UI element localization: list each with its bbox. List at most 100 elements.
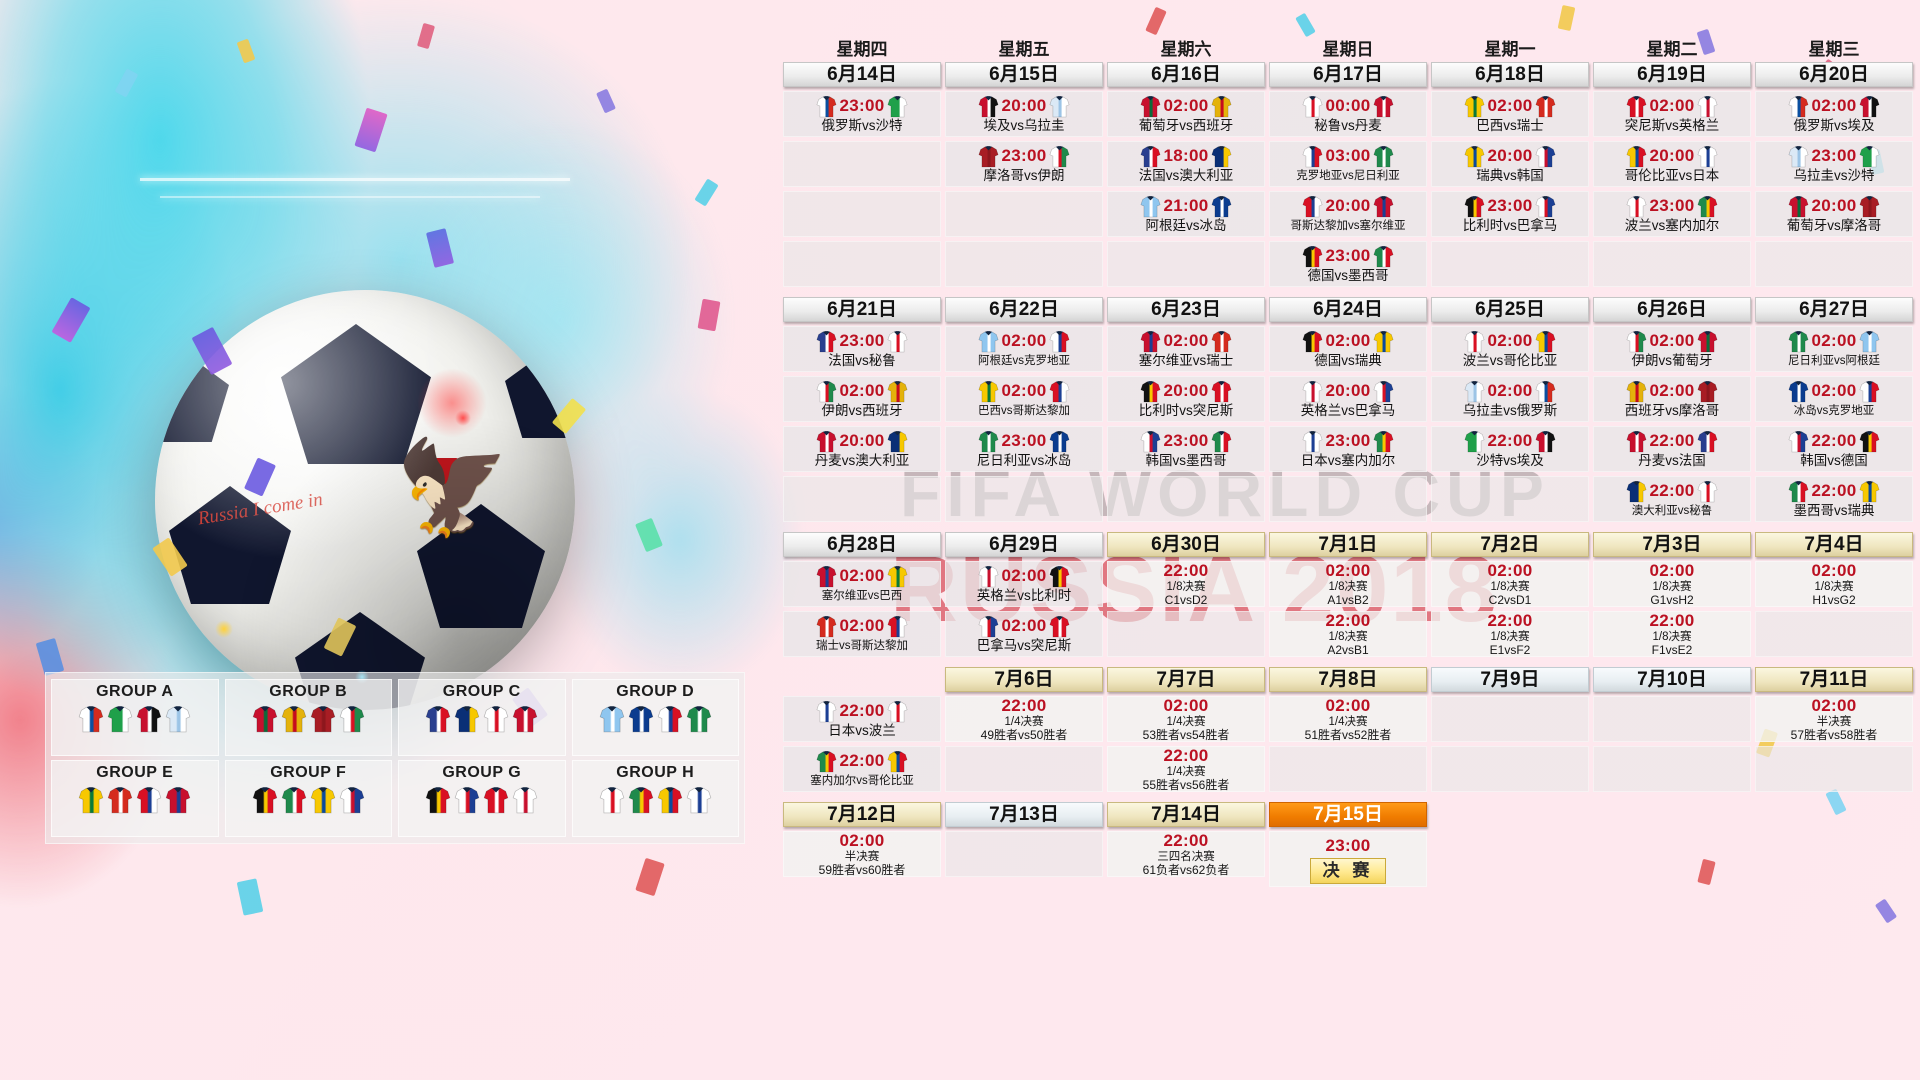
date-cell[interactable]: 6月30日	[1107, 532, 1265, 557]
date-cell[interactable]: 6月14日	[783, 62, 941, 87]
match-cell[interactable]: 22:00 日本vs波兰	[783, 696, 941, 742]
date-cell[interactable]: 6月15日	[945, 62, 1103, 87]
match-cell[interactable]: 22:00 墨西哥vs瑞典	[1755, 476, 1913, 522]
match-cell[interactable]: 20:00 埃及vs乌拉圭	[945, 91, 1103, 137]
match-cell[interactable]: 23:00 比利时vs巴拿马	[1431, 191, 1589, 237]
match-cell[interactable]: 02:00 巴西vs哥斯达黎加	[945, 376, 1103, 422]
match-cell[interactable]: 22:00 1/8决赛 F1vsE2	[1593, 611, 1751, 657]
match-cell[interactable]: 22:00 韩国vs德国	[1755, 426, 1913, 472]
date-cell[interactable]: 6月27日	[1755, 297, 1913, 322]
match-cell[interactable]: 02:00 1/8决赛 H1vsG2	[1755, 561, 1913, 607]
match-time: 02:00	[1487, 331, 1533, 350]
date-cell[interactable]: 7月10日	[1593, 667, 1751, 692]
match-cell[interactable]: 20:00 葡萄牙vs摩洛哥	[1755, 191, 1913, 237]
date-cell[interactable]: 6月19日	[1593, 62, 1751, 87]
date-cell[interactable]: 6月26日	[1593, 297, 1751, 322]
match-cell[interactable]: 22:00 澳大利亚vs秘鲁	[1593, 476, 1751, 522]
match-cell[interactable]: 22:00 塞内加尔vs哥伦比亚	[783, 746, 941, 792]
match-cell[interactable]: 21:00 阿根廷vs冰岛	[1107, 191, 1265, 237]
match-cell[interactable]: 02:00 1/4决赛 51胜者vs52胜者	[1269, 696, 1427, 742]
match-cell[interactable]: 23:00 尼日利亚vs冰岛	[945, 426, 1103, 472]
match-cell[interactable]: 20:00 英格兰vs巴拿马	[1269, 376, 1427, 422]
date-cell[interactable]: 7月4日	[1755, 532, 1913, 557]
date-cell[interactable]: 7月8日	[1269, 667, 1427, 692]
match-cell[interactable]: 02:00 1/8决赛 A1vsB2	[1269, 561, 1427, 607]
match-cell[interactable]: 23:00 韩国vs墨西哥	[1107, 426, 1265, 472]
date-cell[interactable]: 6月22日	[945, 297, 1103, 322]
match-cell[interactable]: 23:00 俄罗斯vs沙特	[783, 91, 941, 137]
match-cell[interactable]: 02:00 冰岛vs克罗地亚	[1755, 376, 1913, 422]
match-cell[interactable]: 23:00 德国vs墨西哥	[1269, 241, 1427, 287]
date-cell[interactable]: 6月25日	[1431, 297, 1589, 322]
match-cell[interactable]: 20:00 哥斯达黎加vs塞尔维亚	[1269, 191, 1427, 237]
match-cell[interactable]: 02:00 突尼斯vs英格兰	[1593, 91, 1751, 137]
match-cell[interactable]: 02:00 西班牙vs摩洛哥	[1593, 376, 1751, 422]
date-cell[interactable]: 7月12日	[783, 802, 941, 827]
match-cell[interactable]: 23:00 法国vs秘鲁	[783, 326, 941, 372]
date-cell[interactable]: 7月6日	[945, 667, 1103, 692]
match-cell[interactable]: 22:00 三四名决赛 61负者vs62负者	[1107, 831, 1265, 877]
match-cell[interactable]: 00:00 秘鲁vs丹麦	[1269, 91, 1427, 137]
match-cell[interactable]: 22:00 沙特vs埃及	[1431, 426, 1589, 472]
match-cell[interactable]: 23:00 决 赛	[1269, 831, 1427, 887]
date-cell[interactable]: 7月13日	[945, 802, 1103, 827]
match-cell[interactable]: 22:00 1/4决赛 49胜者vs50胜者	[945, 696, 1103, 742]
date-cell[interactable]: 7月14日	[1107, 802, 1265, 827]
date-cell[interactable]: 7月15日	[1269, 802, 1427, 827]
match-cell[interactable]: 22:00 1/8决赛 A2vsB1	[1269, 611, 1427, 657]
date-cell[interactable]: 6月28日	[783, 532, 941, 557]
match-cell[interactable]: 22:00 1/8决赛 C1vsD2	[1107, 561, 1265, 607]
match-cell[interactable]: 02:00 塞尔维亚vs巴西	[783, 561, 941, 607]
date-cell[interactable]: 6月21日	[783, 297, 941, 322]
match-cell[interactable]: 20:00 哥伦比亚vs日本	[1593, 141, 1751, 187]
match-cell[interactable]: 02:00 巴西vs瑞士	[1431, 91, 1589, 137]
match-teams: 墨西哥vs瑞典	[1793, 503, 1875, 518]
match-cell[interactable]: 02:00 乌拉圭vs俄罗斯	[1431, 376, 1589, 422]
match-cell[interactable]: 22:00 1/4决赛 55胜者vs56胜者	[1107, 746, 1265, 792]
match-cell[interactable]: 02:00 伊朗vs西班牙	[783, 376, 941, 422]
match-time: 02:00	[1811, 331, 1857, 350]
match-cell[interactable]: 22:00 丹麦vs法国	[1593, 426, 1751, 472]
match-cell[interactable]: 02:00 波兰vs哥伦比亚	[1431, 326, 1589, 372]
match-cell[interactable]: 23:00 波兰vs塞内加尔	[1593, 191, 1751, 237]
date-cell[interactable]: 6月20日	[1755, 62, 1913, 87]
match-cell[interactable]: 23:00 乌拉圭vs沙特	[1755, 141, 1913, 187]
match-cell[interactable]: 02:00 阿根廷vs克罗地亚	[945, 326, 1103, 372]
date-cell[interactable]: 6月24日	[1269, 297, 1427, 322]
match-cell[interactable]: 02:00 巴拿马vs突尼斯	[945, 611, 1103, 657]
match-cell[interactable]: 23:00 摩洛哥vs伊朗	[945, 141, 1103, 187]
date-cell[interactable]: 7月2日	[1431, 532, 1589, 557]
match-cell[interactable]: 20:00 比利时vs突尼斯	[1107, 376, 1265, 422]
match-cell[interactable]: 02:00 英格兰vs比利时	[945, 561, 1103, 607]
match-cell[interactable]: 02:00 1/8决赛 C2vsD1	[1431, 561, 1589, 607]
home-kit-icon	[1140, 330, 1161, 353]
match-cell[interactable]: 02:00 半决赛 57胜者vs58胜者	[1755, 696, 1913, 742]
home-kit-icon	[1626, 330, 1647, 353]
date-cell[interactable]: 6月29日	[945, 532, 1103, 557]
match-cell[interactable]: 02:00 1/8决赛 G1vsH2	[1593, 561, 1751, 607]
match-cell[interactable]: 02:00 俄罗斯vs埃及	[1755, 91, 1913, 137]
match-cell[interactable]: 02:00 半决赛 59胜者vs60胜者	[783, 831, 941, 877]
match-cell[interactable]: 22:00 1/8决赛 E1vsF2	[1431, 611, 1589, 657]
match-cell[interactable]: 23:00 日本vs塞内加尔	[1269, 426, 1427, 472]
date-cell[interactable]: 7月7日	[1107, 667, 1265, 692]
match-cell[interactable]: 02:00 德国vs瑞典	[1269, 326, 1427, 372]
match-cell[interactable]: 02:00 塞尔维亚vs瑞士	[1107, 326, 1265, 372]
date-cell[interactable]: 7月9日	[1431, 667, 1589, 692]
date-cell[interactable]: 7月1日	[1269, 532, 1427, 557]
date-cell[interactable]: 6月16日	[1107, 62, 1265, 87]
date-cell[interactable]: 6月17日	[1269, 62, 1427, 87]
match-cell[interactable]: 02:00 1/4决赛 53胜者vs54胜者	[1107, 696, 1265, 742]
match-cell[interactable]: 18:00 法国vs澳大利亚	[1107, 141, 1265, 187]
match-cell[interactable]: 02:00 尼日利亚vs阿根廷	[1755, 326, 1913, 372]
date-cell[interactable]: 6月23日	[1107, 297, 1265, 322]
date-cell[interactable]: 7月11日	[1755, 667, 1913, 692]
match-cell[interactable]: 20:00 瑞典vs韩国	[1431, 141, 1589, 187]
match-cell[interactable]: 02:00 瑞士vs哥斯达黎加	[783, 611, 941, 657]
date-cell[interactable]: 6月18日	[1431, 62, 1589, 87]
match-cell[interactable]: 03:00 克罗地亚vs尼日利亚	[1269, 141, 1427, 187]
match-cell[interactable]: 02:00 伊朗vs葡萄牙	[1593, 326, 1751, 372]
date-cell[interactable]: 7月3日	[1593, 532, 1751, 557]
match-cell[interactable]: 20:00 丹麦vs澳大利亚	[783, 426, 941, 472]
match-cell[interactable]: 02:00 葡萄牙vs西班牙	[1107, 91, 1265, 137]
